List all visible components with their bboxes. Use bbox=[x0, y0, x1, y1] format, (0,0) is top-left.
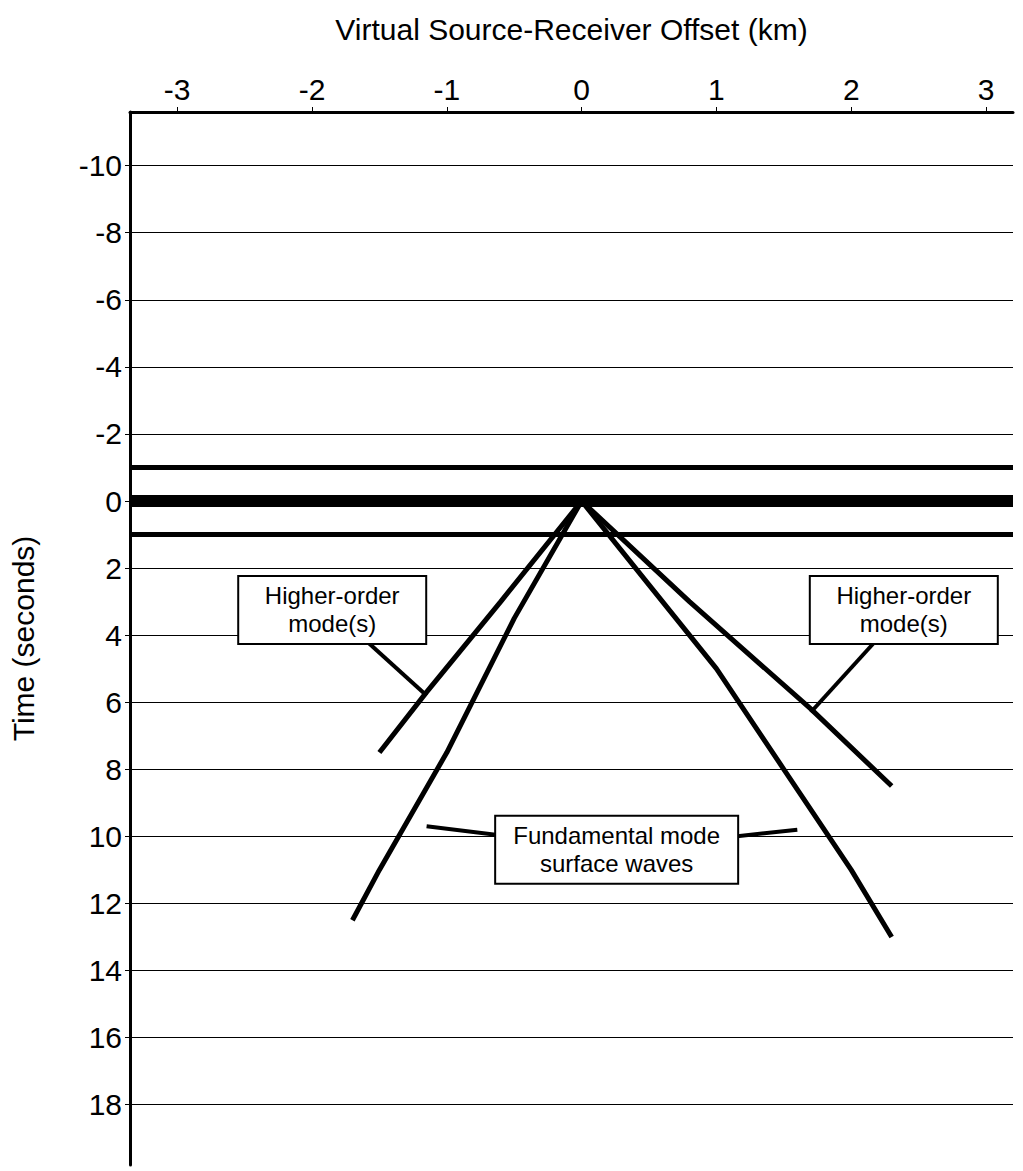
svg-text:10: 10 bbox=[89, 820, 122, 853]
svg-text:Fundamental mode: Fundamental mode bbox=[513, 822, 720, 849]
svg-text:8: 8 bbox=[105, 753, 122, 786]
svg-text:mode(s): mode(s) bbox=[288, 610, 376, 637]
svg-text:surface waves: surface waves bbox=[540, 850, 693, 877]
svg-text:-10: -10 bbox=[79, 149, 122, 182]
svg-text:Higher-order: Higher-order bbox=[836, 582, 971, 609]
svg-text:-2: -2 bbox=[299, 73, 326, 106]
svg-text:-1: -1 bbox=[433, 73, 460, 106]
svg-text:0: 0 bbox=[573, 73, 590, 106]
svg-text:Time (seconds): Time (seconds) bbox=[7, 536, 40, 742]
svg-text:-2: -2 bbox=[95, 417, 122, 450]
svg-text:14: 14 bbox=[89, 954, 122, 987]
svg-text:4: 4 bbox=[105, 619, 122, 652]
svg-text:12: 12 bbox=[89, 887, 122, 920]
svg-text:6: 6 bbox=[105, 686, 122, 719]
svg-text:mode(s): mode(s) bbox=[860, 610, 948, 637]
svg-text:-6: -6 bbox=[95, 283, 122, 316]
svg-text:1: 1 bbox=[708, 73, 725, 106]
svg-text:2: 2 bbox=[843, 73, 860, 106]
svg-text:18: 18 bbox=[89, 1088, 122, 1121]
svg-text:-8: -8 bbox=[95, 216, 122, 249]
svg-text:16: 16 bbox=[89, 1021, 122, 1054]
svg-text:2: 2 bbox=[105, 552, 122, 585]
svg-text:0: 0 bbox=[105, 485, 122, 518]
svg-text:Higher-order: Higher-order bbox=[265, 582, 400, 609]
svg-text:Virtual Source-Receiver Offset: Virtual Source-Receiver Offset (km) bbox=[335, 13, 807, 46]
svg-text:3: 3 bbox=[978, 73, 995, 106]
svg-text:-3: -3 bbox=[164, 73, 191, 106]
svg-text:-4: -4 bbox=[95, 350, 122, 383]
